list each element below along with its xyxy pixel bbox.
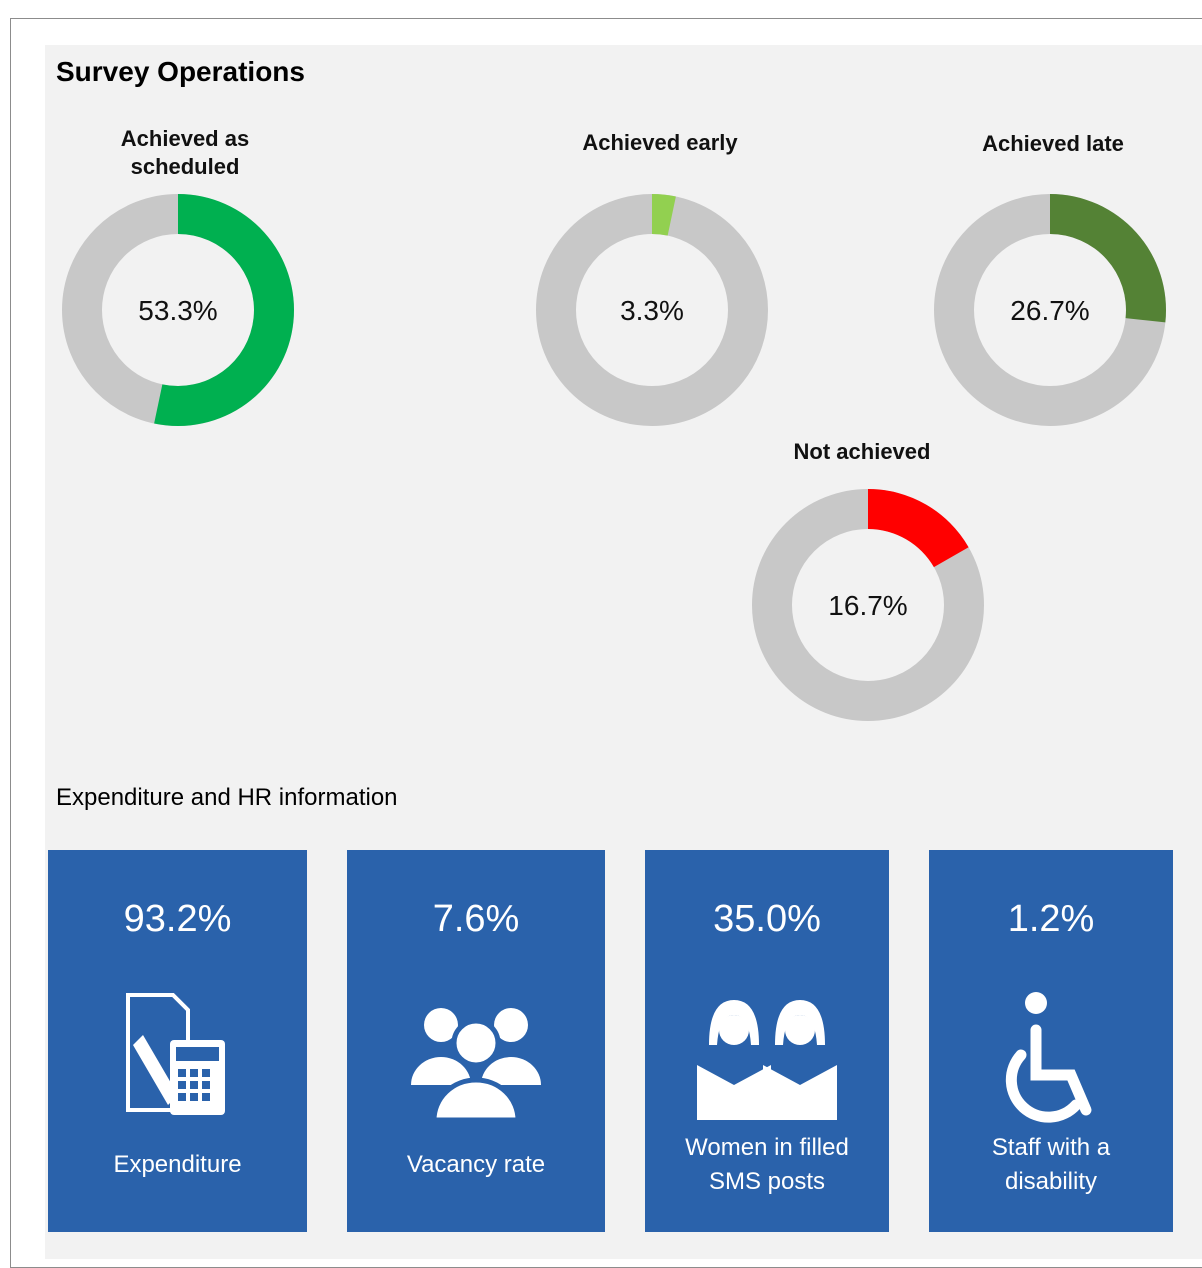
donut-segment [652, 194, 676, 236]
donut-value-label: 53.3% [138, 295, 217, 326]
donut-value-label: 26.7% [1010, 295, 1089, 326]
kpi-tile: 93.2% Expenditure [48, 850, 307, 1232]
donut-charts: 53.3% 3.3% 26.7% 16.7% [62, 194, 1166, 721]
kpi-icon [411, 1008, 541, 1123]
donut-title: Achieved late [982, 131, 1124, 156]
kpi-label-box: Expenditure [48, 1130, 307, 1200]
title: Survey Operations [56, 56, 305, 87]
kpi-value: 7.6% [432, 898, 520, 940]
kpi-icon [697, 1000, 837, 1120]
kpi-tile: 35.0% Women in filled SMS posts [645, 850, 889, 1232]
kpi-tile: 1.2% Staff with a disability [929, 850, 1173, 1232]
donut-title: Achieved as scheduled [120, 126, 250, 179]
kpi-label: Vacancy rate [406, 1151, 546, 1178]
donut-title: Not achieved [793, 439, 931, 464]
donut-value-label: 3.3% [620, 295, 684, 326]
kpi-tile: 7.6% Vacancy rate [347, 850, 605, 1232]
kpi-label: Staff with a disability [991, 1134, 1111, 1195]
donut-segment [1050, 194, 1166, 323]
kpi-label-box: Staff with a disability [929, 1130, 1173, 1200]
kpi-value: 93.2% [123, 898, 232, 940]
kpi-label-box: Vacancy rate [347, 1130, 605, 1200]
donut-value-label: 16.7% [828, 590, 907, 621]
kpi-value: 35.0% [713, 898, 821, 940]
section-title: Expenditure and HR information [56, 784, 398, 811]
kpi-label: Expenditure [113, 1151, 242, 1178]
kpi-label-box: Women in filled SMS posts [645, 1130, 889, 1200]
kpi-icon [125, 993, 225, 1115]
donut-segment [868, 489, 969, 568]
kpi-icon [1005, 992, 1092, 1123]
donut-segment [154, 194, 295, 426]
donut-title: Achieved early [582, 130, 738, 155]
kpi-value: 1.2% [1007, 898, 1095, 940]
kpi-label: Women in filled SMS posts [685, 1134, 849, 1195]
